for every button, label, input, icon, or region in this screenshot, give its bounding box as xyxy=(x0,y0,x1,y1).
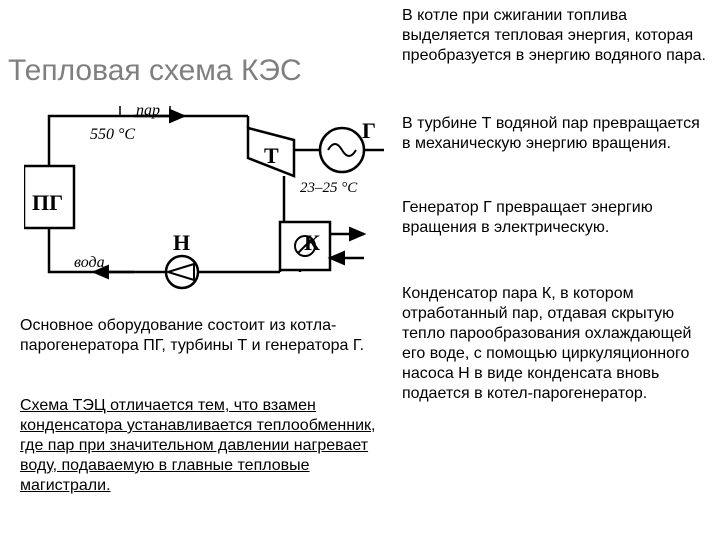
right-para-3: Конденсатор пара К, в котором отработанн… xyxy=(402,284,712,404)
label-pump: Н xyxy=(173,230,190,256)
label-boiler: ПГ xyxy=(32,190,63,216)
label-temp-550: 550 °C xyxy=(90,126,135,144)
label-temp-23: 23–25 °C xyxy=(300,180,357,197)
label-turbine: Т xyxy=(264,143,279,169)
right-para-1: В турбине Т водяной пар превращается в м… xyxy=(402,114,712,154)
page-title: Тепловая схема КЭС xyxy=(8,54,302,88)
label-steam: пар xyxy=(136,102,160,120)
label-water: вода xyxy=(74,254,105,272)
left-para-0: Основное оборудование состоит из котла-п… xyxy=(20,316,380,356)
right-para-2: Генератор Г превращает энергию вращения … xyxy=(402,198,712,238)
left-para-1: Схема ТЭЦ отличается тем, что взамен кон… xyxy=(20,396,380,496)
label-condenser: К xyxy=(304,230,320,256)
right-para-0: В котле при сжигании топлива выделяется … xyxy=(402,6,712,66)
thermal-scheme-diagram xyxy=(24,104,390,304)
label-generator: Г xyxy=(362,118,376,144)
